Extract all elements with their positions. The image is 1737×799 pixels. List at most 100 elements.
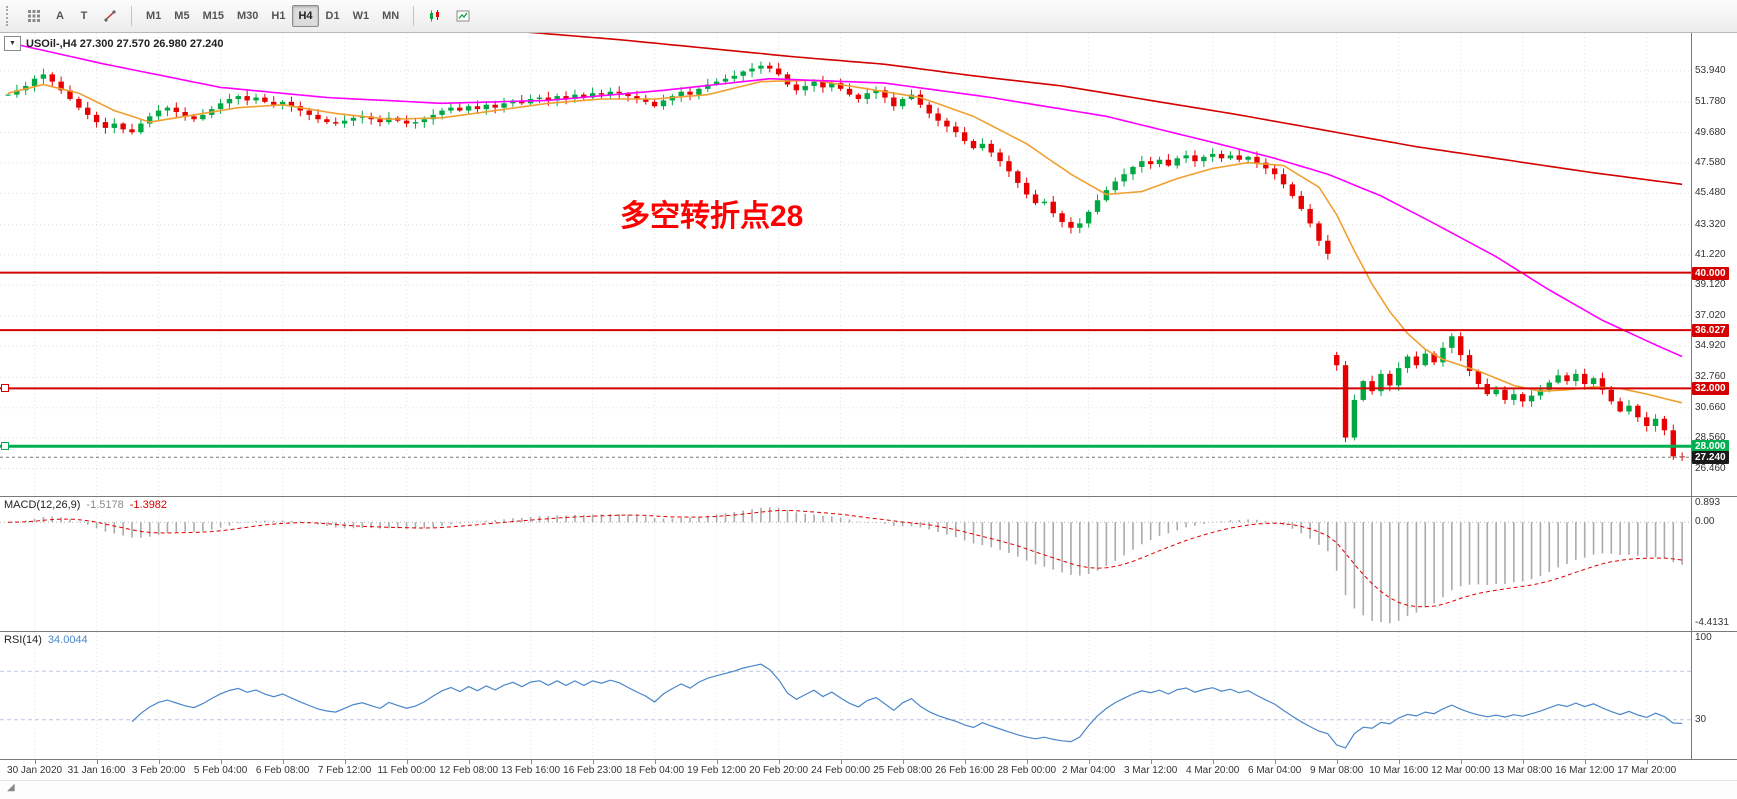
macd-label: MACD(12,26,9) -1.5178 -1.3982 bbox=[4, 499, 167, 511]
status-strip: ◢ bbox=[0, 780, 1737, 799]
price-tag-32.000: 32.000 bbox=[1692, 382, 1729, 396]
time-tick bbox=[1150, 760, 1152, 764]
timeframe-button-m30[interactable]: M30 bbox=[236, 10, 259, 22]
chart-window-icon[interactable] bbox=[450, 5, 476, 27]
time-label: 10 Mar 16:00 bbox=[1369, 765, 1429, 776]
toolbar-grip[interactable] bbox=[6, 6, 12, 26]
timeframe-button-mn[interactable]: MN bbox=[382, 10, 400, 22]
time-tick bbox=[344, 760, 346, 764]
text-tool-a-button[interactable]: A bbox=[56, 10, 64, 22]
timeframe-button-h4[interactable]: H4 bbox=[292, 5, 319, 27]
time-tick bbox=[1026, 760, 1028, 764]
macd-signal-line bbox=[7, 509, 1683, 608]
time-label: 25 Feb 08:00 bbox=[873, 765, 933, 776]
time-label: 6 Feb 08:00 bbox=[255, 765, 310, 776]
price-tick-label: 53.940 bbox=[1695, 64, 1726, 76]
symbol-ohlc-text: USOil-,H4 27.300 27.570 26.980 27.240 bbox=[26, 37, 224, 50]
time-label: 28 Feb 00:00 bbox=[997, 765, 1057, 776]
price-tick-label: 26.460 bbox=[1695, 462, 1726, 474]
timeframe-button-h1[interactable]: H1 bbox=[271, 10, 286, 22]
time-tick bbox=[902, 760, 904, 764]
macd-main-value: -1.5178 bbox=[86, 499, 124, 511]
hline-endpoint-marker[interactable] bbox=[1, 384, 9, 393]
price-tick-label: 37.020 bbox=[1695, 309, 1726, 321]
candle-chart-icon[interactable] bbox=[422, 5, 448, 27]
time-tick bbox=[1522, 760, 1524, 764]
hline-endpoint-marker[interactable] bbox=[1, 442, 9, 451]
price-chart-svg bbox=[0, 33, 1691, 496]
price-axis[interactable]: 53.940 51.780 49.680 47.580 45.480 43.320 41.2… bbox=[1691, 33, 1737, 496]
time-label: 30 Jan 2020 bbox=[7, 765, 63, 776]
candles-layer bbox=[5, 61, 1685, 461]
time-label: 24 Feb 00:00 bbox=[811, 765, 871, 776]
price-plot[interactable]: ▼ USOil-,H4 27.300 27.570 26.980 27.240 … bbox=[0, 33, 1691, 496]
rsi-line bbox=[131, 663, 1683, 749]
rsi-plot[interactable]: RSI(14) 34.0044 bbox=[0, 632, 1691, 759]
macd-name: MACD(12,26,9) bbox=[4, 499, 81, 511]
price-tick-label: 30.660 bbox=[1695, 401, 1726, 413]
time-tick bbox=[1212, 760, 1214, 764]
rsi-svg bbox=[0, 632, 1691, 759]
rsi-name: RSI(14) bbox=[4, 634, 42, 646]
timeframe-button-w1[interactable]: W1 bbox=[352, 10, 370, 22]
macd-panel: MACD(12,26,9) -1.5178 -1.3982 0.893 0.00 -4.… bbox=[0, 497, 1737, 632]
time-axis[interactable]: 30 Jan 2020 31 Jan 16:00 3 Feb 20:00 5 Feb … bbox=[0, 760, 1737, 780]
rsi-panel: RSI(14) 34.0044 100 30 bbox=[0, 632, 1737, 760]
rsi-label: RSI(14) 34.0044 bbox=[4, 634, 88, 646]
main-toolbar: A T M1 M5 M15 M30 H1 H4 D1 W1 MN bbox=[0, 0, 1737, 33]
shapes-tool-icon[interactable] bbox=[97, 5, 123, 27]
time-tick bbox=[468, 760, 470, 764]
text-tool-t-button[interactable]: T bbox=[80, 10, 88, 22]
price-tick-label: 45.480 bbox=[1695, 187, 1726, 199]
price-tick-label: 34.920 bbox=[1695, 340, 1726, 352]
time-label: 31 Jan 16:00 bbox=[67, 765, 126, 776]
rsi-value: 34.0044 bbox=[47, 634, 88, 646]
time-label: 11 Feb 00:00 bbox=[377, 765, 436, 776]
time-tick bbox=[220, 760, 222, 764]
macd-histogram bbox=[7, 507, 1683, 624]
macd-plot[interactable]: MACD(12,26,9) -1.5178 -1.3982 bbox=[0, 497, 1691, 631]
time-tick bbox=[1088, 760, 1090, 764]
macd-axis[interactable]: 0.893 0.00 -4.4131 bbox=[1691, 497, 1737, 631]
time-tick bbox=[158, 760, 160, 764]
time-label: 3 Mar 12:00 bbox=[1123, 765, 1178, 776]
time-tick bbox=[1646, 760, 1648, 764]
time-label: 20 Feb 20:00 bbox=[749, 765, 809, 776]
time-label: 2 Mar 04:00 bbox=[1061, 765, 1116, 776]
ma-slow-line bbox=[528, 33, 1683, 186]
price-tick-label: 43.320 bbox=[1695, 218, 1726, 230]
time-tick bbox=[1398, 760, 1400, 764]
price-tick-label: 51.780 bbox=[1695, 96, 1726, 108]
macd-svg bbox=[0, 497, 1691, 631]
price-tag-36.027: 36.027 bbox=[1692, 324, 1729, 338]
time-tick bbox=[282, 760, 284, 764]
rsi-tick-label: 100 bbox=[1695, 632, 1712, 643]
time-label: 17 Mar 20:00 bbox=[1617, 765, 1677, 776]
price-tag-28.000: 28.000 bbox=[1692, 440, 1729, 454]
timeframe-button-m1[interactable]: M1 bbox=[146, 10, 162, 22]
chevron-down-icon[interactable]: ▼ bbox=[4, 36, 21, 51]
macd-tick-label: -4.4131 bbox=[1695, 617, 1729, 629]
time-tick bbox=[840, 760, 842, 764]
timeframe-button-d1[interactable]: D1 bbox=[325, 10, 340, 22]
rsi-axis[interactable]: 100 30 bbox=[1691, 632, 1737, 759]
macd-tick-label: 0.893 bbox=[1695, 497, 1721, 508]
timeframe-button-m5[interactable]: M5 bbox=[174, 10, 190, 22]
chart-annotation[interactable]: 多空转折点28 bbox=[620, 200, 804, 233]
time-tick bbox=[654, 760, 656, 764]
ma-fast-line bbox=[7, 79, 1683, 404]
time-tick bbox=[96, 760, 98, 764]
time-tick bbox=[1584, 760, 1586, 764]
price-tick-label: 28.560 bbox=[1695, 432, 1726, 444]
price-tick-label: 32.760 bbox=[1695, 371, 1726, 383]
time-label: 13 Mar 08:00 bbox=[1493, 765, 1553, 776]
timeframe-button-m15[interactable]: M15 bbox=[202, 10, 224, 22]
symbol-label[interactable]: ▼ USOil-,H4 27.300 27.570 26.980 27.240 bbox=[4, 36, 224, 51]
grid-icon[interactable] bbox=[21, 5, 47, 27]
time-tick bbox=[1336, 760, 1338, 764]
time-tick bbox=[530, 760, 532, 764]
price-tick-label: 39.120 bbox=[1695, 279, 1726, 291]
time-label: 6 Mar 04:00 bbox=[1247, 765, 1302, 776]
time-label: 16 Mar 12:00 bbox=[1555, 765, 1615, 776]
